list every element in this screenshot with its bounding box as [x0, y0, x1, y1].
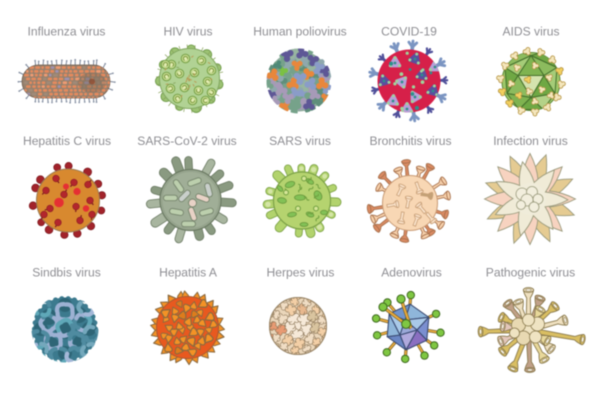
svg-text:Adenovirus: Adenovirus	[381, 266, 442, 280]
svg-text:COVID-19: COVID-19	[381, 25, 437, 39]
svg-text:AIDS virus: AIDS virus	[502, 25, 559, 39]
svg-text:Bronchitis virus: Bronchitis virus	[370, 134, 452, 148]
svg-text:Infection virus: Infection virus	[493, 134, 568, 148]
svg-text:Pathogenic virus: Pathogenic virus	[486, 266, 575, 280]
svg-text:HIV virus: HIV virus	[163, 25, 212, 39]
svg-text:Sindbis virus: Sindbis virus	[32, 266, 101, 280]
svg-text:SARS-CoV-2 virus: SARS-CoV-2 virus	[137, 134, 236, 148]
svg-text:Hepatitis C virus: Hepatitis C virus	[23, 134, 111, 148]
svg-text:Influenza virus: Influenza virus	[28, 25, 106, 39]
svg-text:Human poliovirus: Human poliovirus	[253, 25, 346, 39]
svg-text:Hepatitis A: Hepatitis A	[159, 266, 218, 280]
svg-text:SARS virus: SARS virus	[269, 134, 331, 148]
svg-text:Herpes virus: Herpes virus	[267, 266, 335, 280]
